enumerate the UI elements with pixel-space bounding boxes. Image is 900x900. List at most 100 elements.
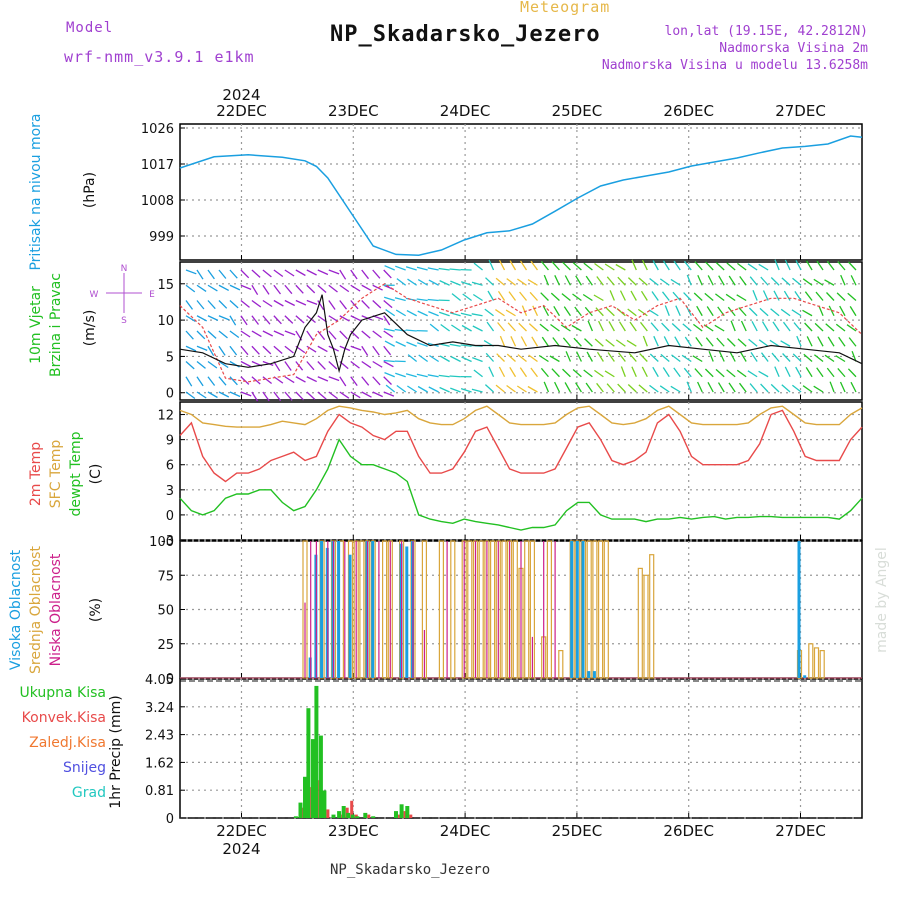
wind-barb [585, 382, 593, 393]
wind-barb [339, 315, 350, 322]
wind-barb [760, 383, 769, 393]
wind-barb [684, 336, 692, 347]
wind-barb [782, 353, 791, 362]
legend-graupel: Grad [72, 785, 106, 801]
wind-barb [794, 291, 802, 301]
wind-barb [427, 267, 439, 271]
wind-barb [317, 345, 328, 353]
wind-barb [802, 278, 813, 286]
wind-barb [660, 353, 670, 362]
wind-barb [774, 366, 780, 378]
wind-barb [738, 307, 747, 317]
wind-barb [749, 383, 758, 393]
wind-barb [240, 269, 250, 279]
wind-barb [518, 322, 527, 332]
compass-east: E [149, 290, 155, 300]
wind-barb [218, 376, 227, 386]
wind-barb [594, 338, 604, 347]
wind-barb [694, 261, 703, 271]
wind-barb [628, 352, 637, 362]
wind-barb [650, 322, 659, 332]
wind-barb [802, 309, 813, 317]
wind-barb [317, 300, 325, 311]
x-tick-label-bottom: 24DEC [440, 822, 491, 840]
wind-barb [585, 275, 593, 286]
wind-barb [295, 299, 307, 306]
wind-barb [417, 385, 428, 393]
wind-barb [572, 293, 582, 302]
wind-barb [817, 336, 824, 347]
wind-barb [662, 367, 670, 378]
wind-barb [642, 335, 648, 347]
wind-barb [562, 261, 571, 271]
wind-barb [593, 294, 604, 302]
wind-barb [372, 376, 381, 386]
wind-barb [407, 354, 418, 363]
wind-barb [185, 376, 193, 387]
wind-barb [383, 391, 395, 397]
wind-barb [705, 261, 714, 271]
total-precip-bar [355, 816, 360, 818]
wind-barb [825, 323, 835, 332]
wind-barb [707, 275, 714, 286]
wind-barb [361, 300, 370, 309]
wind-barb [730, 320, 736, 332]
y-tick-label-temperature: 9 [166, 434, 174, 449]
wind-barb [395, 265, 406, 271]
wind-barb [328, 269, 340, 275]
wind-barb [273, 345, 283, 354]
wind-barb [328, 361, 338, 370]
wind-barb [816, 367, 824, 378]
wind-barb [273, 299, 284, 307]
y-tick-label-cloud: 100 [149, 535, 174, 550]
wind-barb [262, 345, 272, 355]
wind-barb [273, 391, 282, 402]
wind-barb [510, 336, 517, 347]
wind-barb [772, 321, 780, 332]
wind-barb [295, 284, 304, 294]
wind-barb [617, 276, 626, 286]
wind-barb [835, 355, 846, 363]
total-precip-bar [399, 804, 404, 818]
wind-barb [759, 307, 769, 317]
wind-barb [383, 300, 393, 309]
wind-barb [532, 305, 539, 317]
wind-barb [619, 290, 626, 301]
wind-barb [484, 308, 494, 317]
wind-barb [638, 277, 648, 286]
wind-barb [826, 260, 835, 271]
wind-barb [506, 384, 516, 393]
wind-barb [449, 312, 461, 317]
mid-cloud-bar [558, 649, 564, 679]
wind-barb [652, 260, 659, 271]
wind-barb [520, 336, 528, 347]
wind-barb [615, 339, 626, 347]
x-tick-label-top: 23DEC [328, 102, 379, 120]
wind-barb [350, 360, 360, 369]
wind-barb [505, 309, 516, 317]
wind-barb [584, 338, 593, 347]
wind-barb [251, 376, 261, 385]
wind-barb [539, 323, 549, 332]
wind-barb [737, 262, 747, 271]
wind-barb [714, 324, 725, 332]
wind-barb [284, 284, 293, 295]
compass-west: W [90, 290, 99, 300]
wind-barb [509, 260, 517, 271]
wind-barb [824, 354, 835, 363]
total-precip-bar [306, 708, 311, 818]
wind-barb [626, 339, 637, 347]
wind-barb [737, 338, 747, 347]
wind-barb [781, 384, 791, 393]
wind-barb [813, 385, 824, 393]
wind-barb [836, 292, 846, 301]
wind-barb [738, 382, 747, 393]
wind-barb [472, 356, 483, 363]
wind-barb [583, 369, 593, 378]
wind-barb [218, 300, 228, 309]
wind-barb [273, 269, 284, 278]
wind-barb [596, 382, 604, 393]
wind-barb [507, 322, 516, 332]
wind-barb [554, 275, 561, 286]
wind-barb [594, 262, 604, 271]
